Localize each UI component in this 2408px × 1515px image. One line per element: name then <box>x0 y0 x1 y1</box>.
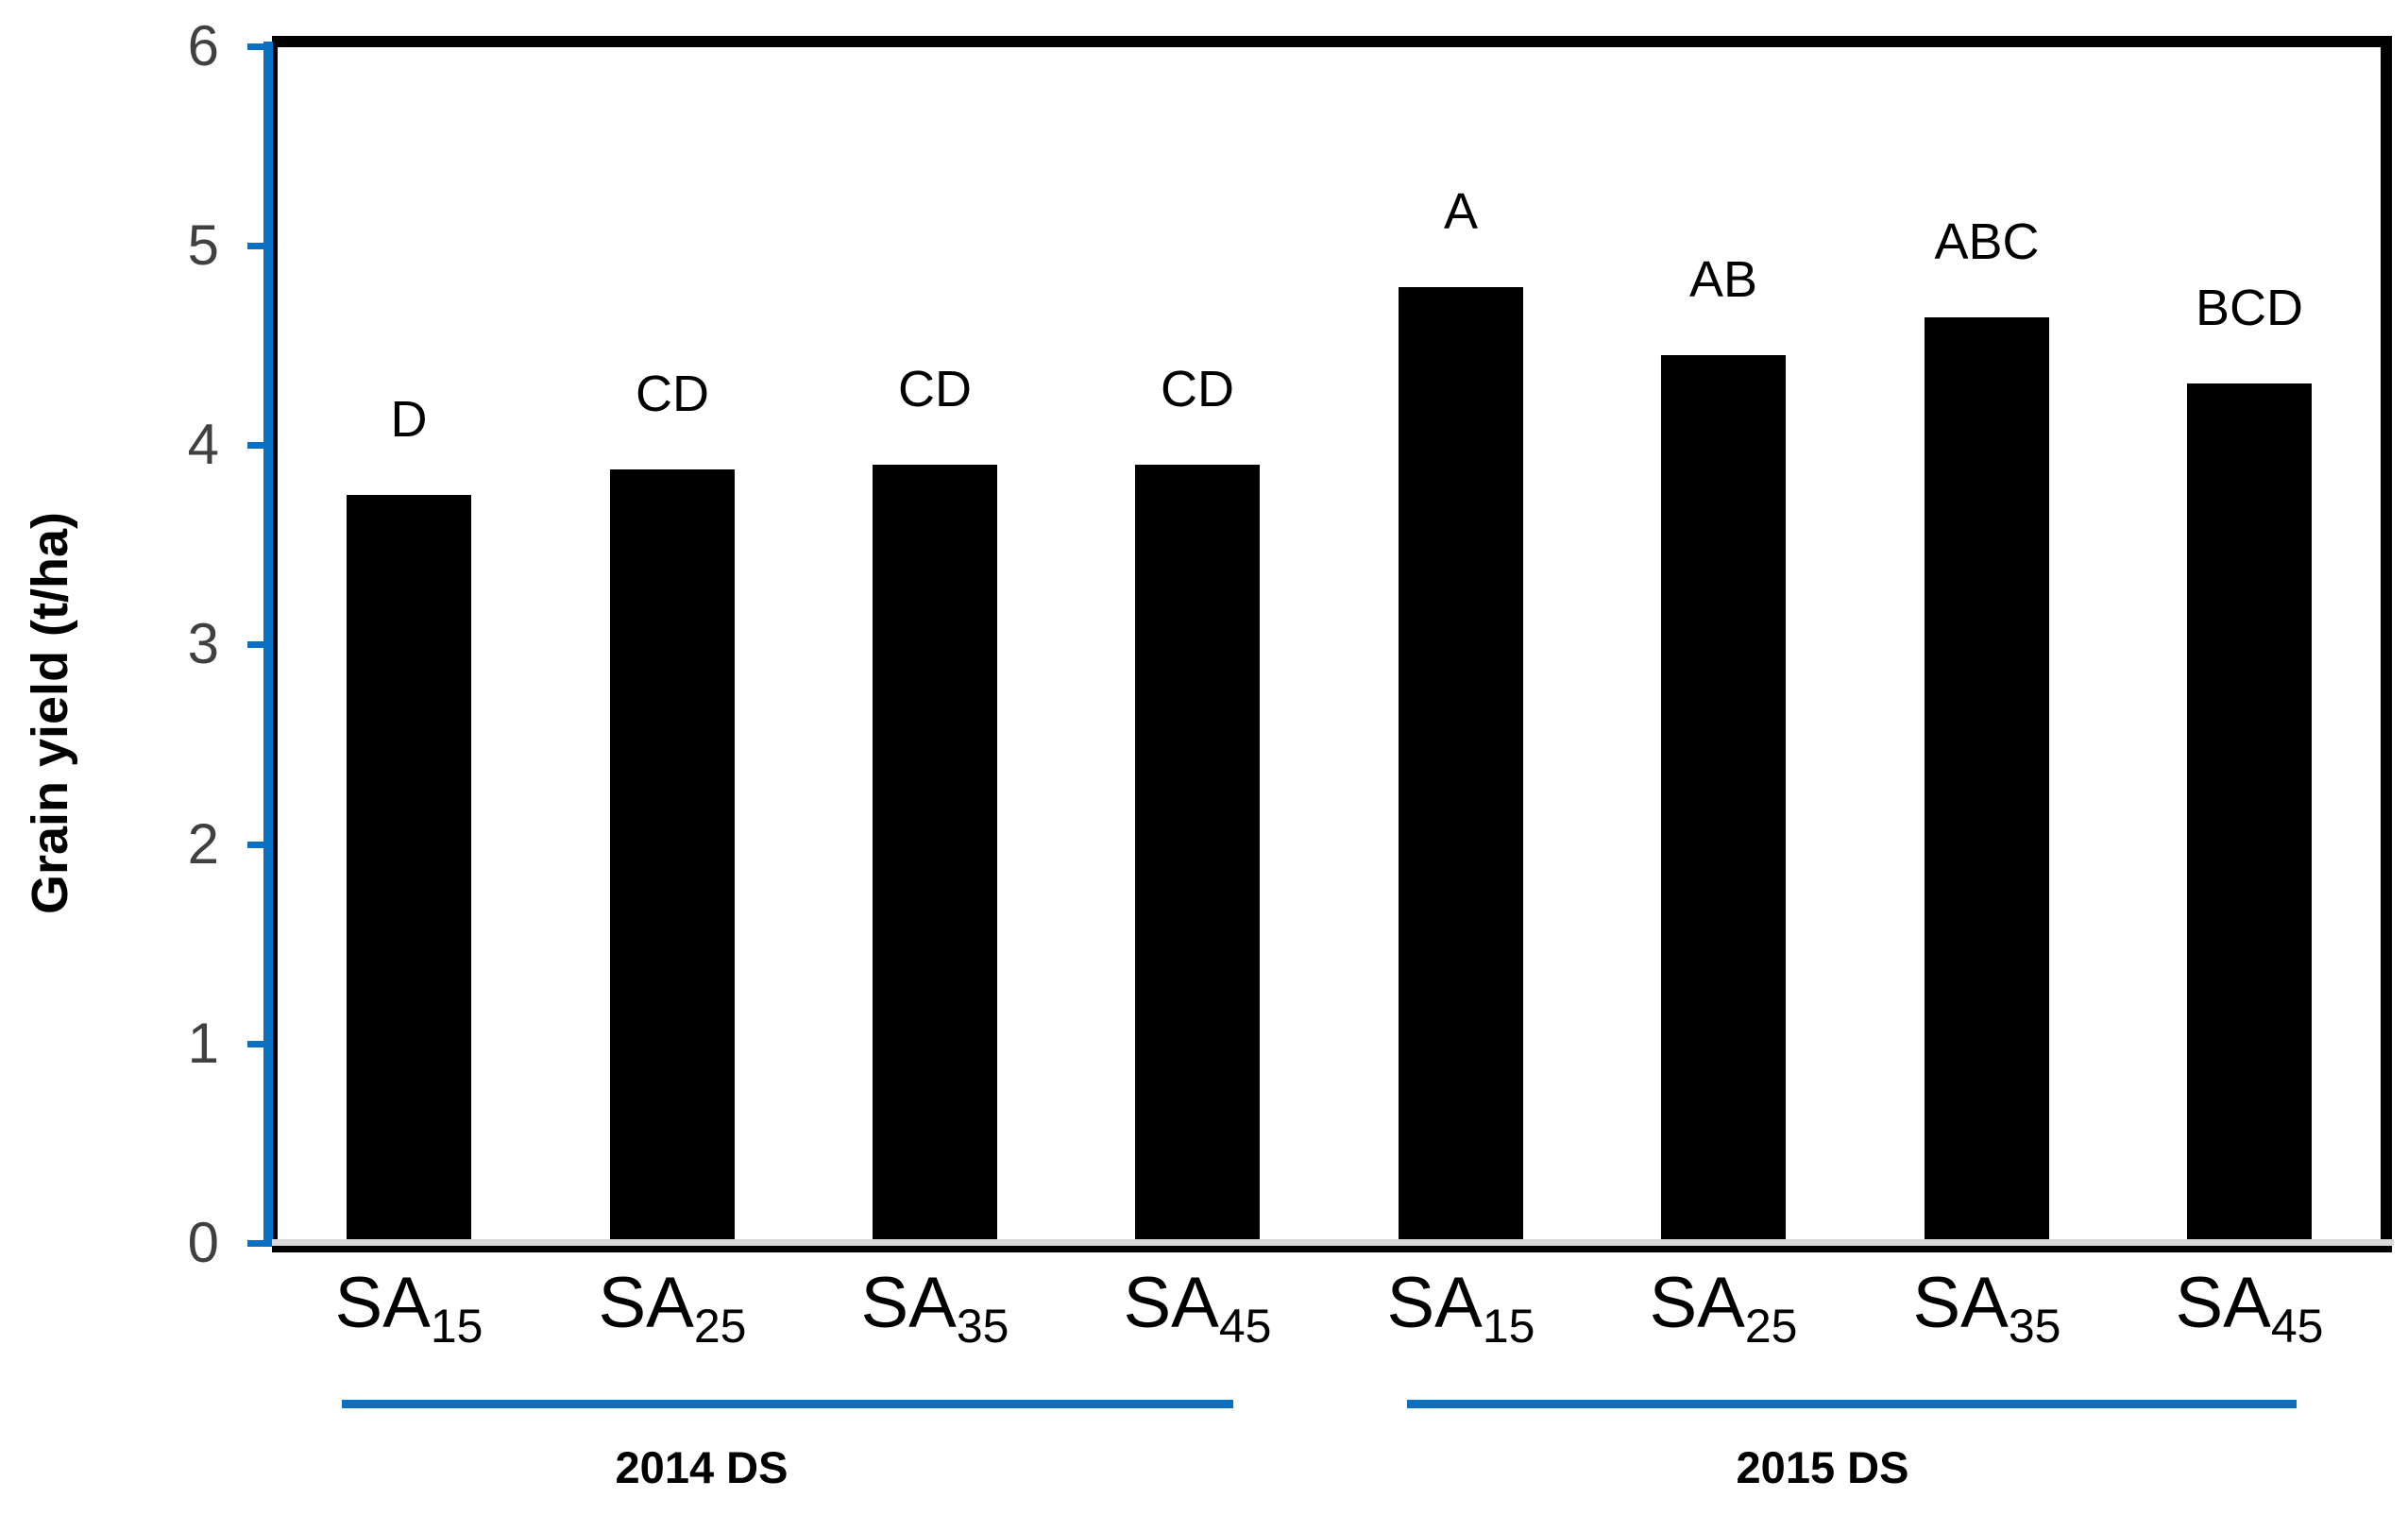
bar <box>1399 287 1523 1239</box>
bar-sig-label: ABC <box>1934 213 2040 270</box>
y-tick-label: 4 <box>187 413 219 476</box>
x-category-subscript: 25 <box>693 1300 747 1353</box>
x-category-subscript: 35 <box>956 1300 1009 1353</box>
bar <box>1135 465 1260 1239</box>
x-category-base: SA <box>598 1263 694 1343</box>
x-category-label: SA35 <box>1845 1262 2128 1366</box>
bar <box>1661 355 1786 1239</box>
group-underline-2014 <box>342 1400 1233 1408</box>
bar <box>347 495 471 1239</box>
x-category-base: SA <box>860 1263 957 1343</box>
bar-sig-label: D <box>390 391 428 448</box>
x-category-subscript: 45 <box>2270 1300 2324 1353</box>
plot-area <box>272 36 2392 1246</box>
x-axis-baseline-gray <box>272 1239 2394 1246</box>
bar-sig-label: BCD <box>2195 280 2303 336</box>
y-tick <box>247 842 267 848</box>
y-axis-title: Grain yield (t/ha) <box>22 511 78 915</box>
x-category-label: SA45 <box>2108 1262 2391 1366</box>
x-category-base: SA <box>334 1263 431 1343</box>
bar-sig-label: A <box>1443 183 1479 240</box>
x-category-subscript: 35 <box>2008 1300 2061 1353</box>
y-axis-line <box>263 42 273 1247</box>
bar <box>873 465 997 1239</box>
x-category-label: SA15 <box>267 1262 551 1366</box>
x-category-label: SA15 <box>1319 1262 1603 1366</box>
bar-sig-label: CD <box>898 361 972 417</box>
y-tick <box>247 1041 267 1047</box>
y-tick-label: 5 <box>187 213 219 277</box>
bar <box>610 469 735 1239</box>
group-underline-2015 <box>1407 1400 2297 1408</box>
x-category-base: SA <box>1649 1263 1745 1343</box>
x-category-subscript: 25 <box>1744 1300 1798 1353</box>
x-axis-line <box>272 1246 2392 1252</box>
y-tick-label: 1 <box>187 1012 219 1075</box>
x-category-label: SA25 <box>531 1262 814 1366</box>
bar-sig-label: CD <box>1161 361 1234 417</box>
bar-sig-label: CD <box>636 366 709 422</box>
x-category-label: SA45 <box>1056 1262 1339 1366</box>
y-tick <box>247 442 267 449</box>
x-category-base: SA <box>1123 1263 1219 1343</box>
bar <box>1925 317 2049 1239</box>
y-tick-label: 3 <box>187 612 219 675</box>
y-tick <box>247 243 267 249</box>
x-category-label: SA35 <box>793 1262 1077 1366</box>
x-category-base: SA <box>2175 1263 2271 1343</box>
bar <box>2187 383 2312 1239</box>
group-label-2014: 2014 DS <box>615 1442 789 1492</box>
y-tick-label: 2 <box>187 812 219 876</box>
bar-sig-label: AB <box>1688 251 1758 308</box>
x-category-base: SA <box>1386 1263 1483 1343</box>
y-tick <box>247 641 267 648</box>
y-tick <box>247 43 267 50</box>
y-tick <box>247 1240 267 1247</box>
y-tick-label: 6 <box>187 14 219 77</box>
x-category-subscript: 45 <box>1218 1300 1272 1353</box>
x-category-label: SA25 <box>1582 1262 1865 1366</box>
x-category-base: SA <box>1912 1263 2009 1343</box>
y-tick-label: 0 <box>187 1211 219 1274</box>
x-category-subscript: 15 <box>430 1300 483 1353</box>
x-category-subscript: 15 <box>1482 1300 1535 1353</box>
group-label-2015: 2015 DS <box>1736 1442 1909 1492</box>
